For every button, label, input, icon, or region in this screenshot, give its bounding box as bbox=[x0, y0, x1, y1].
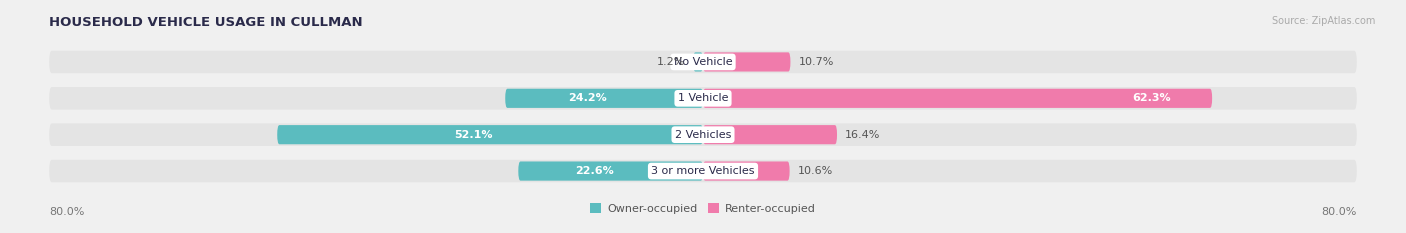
Text: 62.3%: 62.3% bbox=[1133, 93, 1171, 103]
FancyBboxPatch shape bbox=[49, 123, 1357, 146]
Text: 3 or more Vehicles: 3 or more Vehicles bbox=[651, 166, 755, 176]
Text: 2 Vehicles: 2 Vehicles bbox=[675, 130, 731, 140]
FancyBboxPatch shape bbox=[703, 52, 790, 72]
FancyBboxPatch shape bbox=[693, 52, 703, 72]
FancyBboxPatch shape bbox=[703, 125, 837, 144]
Text: 1 Vehicle: 1 Vehicle bbox=[678, 93, 728, 103]
Text: 16.4%: 16.4% bbox=[845, 130, 880, 140]
Text: 80.0%: 80.0% bbox=[49, 207, 84, 217]
Text: 52.1%: 52.1% bbox=[454, 130, 494, 140]
Text: Source: ZipAtlas.com: Source: ZipAtlas.com bbox=[1271, 16, 1375, 26]
Text: No Vehicle: No Vehicle bbox=[673, 57, 733, 67]
Text: 22.6%: 22.6% bbox=[575, 166, 613, 176]
Legend: Owner-occupied, Renter-occupied: Owner-occupied, Renter-occupied bbox=[586, 199, 820, 218]
Text: 80.0%: 80.0% bbox=[1322, 207, 1357, 217]
Text: 10.6%: 10.6% bbox=[797, 166, 832, 176]
FancyBboxPatch shape bbox=[49, 87, 1357, 110]
Text: 24.2%: 24.2% bbox=[568, 93, 607, 103]
FancyBboxPatch shape bbox=[519, 161, 703, 181]
FancyBboxPatch shape bbox=[703, 89, 1212, 108]
Text: 1.2%: 1.2% bbox=[657, 57, 685, 67]
Text: HOUSEHOLD VEHICLE USAGE IN CULLMAN: HOUSEHOLD VEHICLE USAGE IN CULLMAN bbox=[49, 16, 363, 29]
FancyBboxPatch shape bbox=[703, 161, 790, 181]
FancyBboxPatch shape bbox=[277, 125, 703, 144]
Text: 10.7%: 10.7% bbox=[799, 57, 834, 67]
FancyBboxPatch shape bbox=[49, 160, 1357, 182]
FancyBboxPatch shape bbox=[49, 51, 1357, 73]
FancyBboxPatch shape bbox=[505, 89, 703, 108]
